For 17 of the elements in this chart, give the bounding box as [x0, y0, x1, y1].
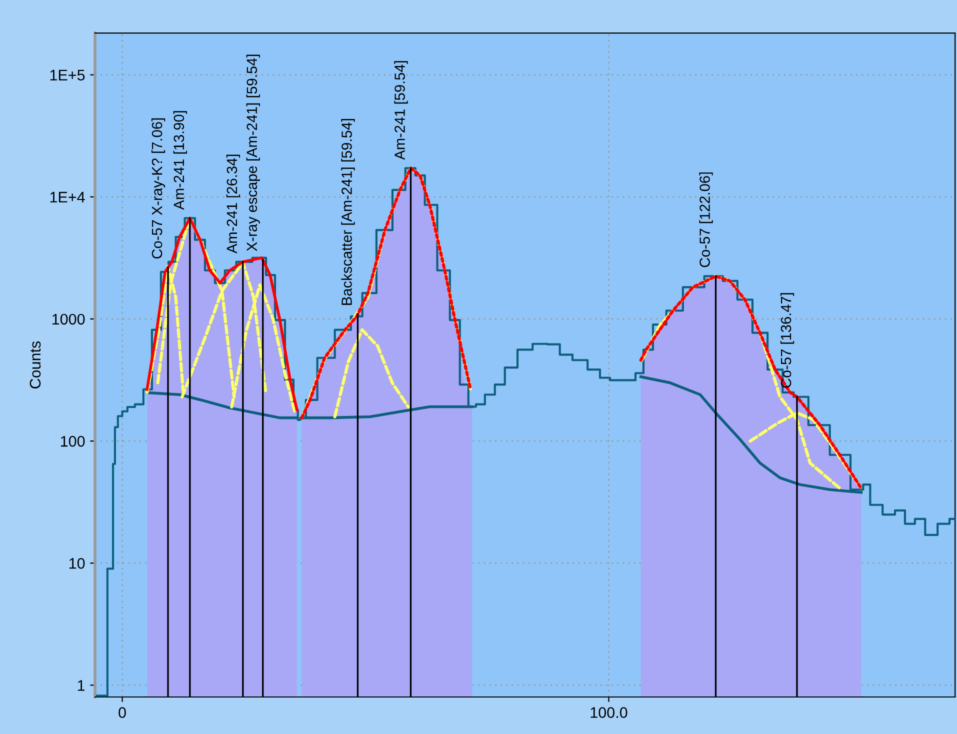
y-tick-label: 1E+5 — [50, 70, 85, 81]
ref-line-label: Co-57 X-ray-K? [7.06] — [151, 118, 166, 258]
ref-line-label: Am-241 [59.54] — [394, 61, 408, 160]
y-axis-title: Counts — [30, 341, 41, 388]
ref-line-label: Am-241 [13.90] — [173, 111, 187, 210]
ref-line-label: Backscatter [Am-241] [59.54] — [341, 119, 355, 305]
ref-line-label: Co-57 [136.47] — [780, 293, 794, 388]
ref-line-label: X-ray escape [Am-241] [59.54] — [246, 54, 260, 252]
y-tick-label: 1E+4 — [50, 192, 85, 202]
y-tick-label: 100 — [60, 436, 85, 447]
x-tick-label: 0 — [118, 707, 126, 718]
ref-line-label: Co-57 [122.06] — [699, 172, 713, 268]
x-tick-label: 100.0 — [590, 707, 628, 718]
ref-line-label: Am-241 [26.34] — [226, 154, 240, 254]
y-tick-label: 1000 — [52, 314, 85, 325]
y-tick-label: 1 — [78, 680, 85, 691]
y-tick-label: 10 — [69, 558, 85, 569]
